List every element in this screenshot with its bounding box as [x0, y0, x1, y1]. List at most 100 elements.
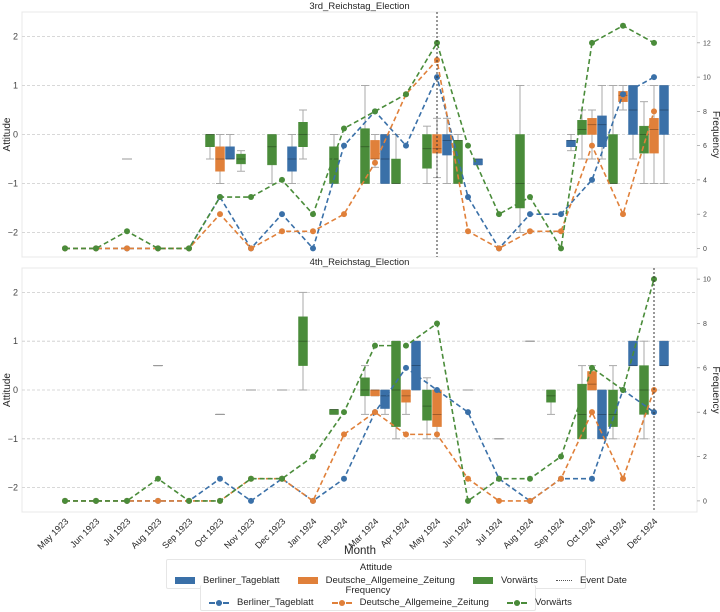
legend-item-berliner-box: Berliner_Tageblatt [175, 575, 280, 586]
box-iqr [608, 389, 618, 427]
frequency-point [372, 159, 378, 166]
box-iqr [329, 146, 339, 184]
frequency-point [589, 176, 595, 183]
frequency-point [124, 497, 130, 504]
box-vorwarts [546, 389, 556, 415]
frequency-point [217, 475, 223, 482]
y-right-tick-label: 6 [703, 365, 707, 372]
box-berliner_tageblatt [380, 389, 390, 415]
frequency-series-vorwarts [62, 22, 657, 252]
box-iqr [587, 118, 597, 135]
box-deutsche_allgemeine_zeitung [649, 85, 659, 184]
box-iqr [566, 140, 576, 148]
frequency-point [434, 39, 440, 46]
frequency-point [589, 409, 595, 416]
frequency-point [434, 387, 440, 393]
frequency-point [310, 211, 316, 218]
box-iqr [298, 122, 308, 147]
subplot-title: 4th_Reichstag_Election [310, 257, 410, 268]
x-tick-label: Nov 1924 [594, 516, 628, 550]
x-tick-label: Jun 1923 [68, 516, 101, 549]
box-iqr [659, 340, 669, 366]
box-iqr [360, 128, 370, 184]
y-right-tick-label: 0 [703, 246, 707, 253]
frequency-point [589, 475, 595, 482]
box-berliner_tageblatt [597, 389, 607, 440]
box-iqr [639, 365, 649, 415]
y-right-tick-label: 10 [703, 277, 711, 284]
box-iqr [391, 158, 401, 184]
box-vorwarts [422, 377, 432, 440]
line-swatch-daz [331, 599, 352, 607]
box-vorwarts [236, 150, 246, 172]
legend-label: Event Date [579, 575, 627, 586]
frequency-point [248, 497, 254, 504]
box-berliner_tageblatt [473, 158, 483, 166]
y-tick-label: 1 [13, 336, 18, 346]
box-iqr [597, 389, 607, 440]
box-iqr [432, 389, 442, 427]
box-iqr [236, 153, 246, 165]
legend-item-berliner-line: Berliner_Tageblatt [209, 597, 314, 608]
box-iqr [401, 389, 411, 403]
frequency-point [620, 91, 626, 98]
box-vorwarts [298, 109, 308, 160]
frequency-point [310, 453, 316, 460]
x-tick-label: Jan 1924 [285, 516, 318, 549]
box-iqr [360, 377, 370, 397]
frequency-point [341, 142, 347, 149]
frequency-point [465, 194, 471, 201]
frequency-line [65, 278, 655, 503]
y-right-tick-label: 6 [703, 143, 707, 150]
frequency-point [465, 475, 471, 482]
x-tick-label: Aug 1923 [129, 516, 163, 550]
y-right-axis-label: Frequency [710, 366, 720, 413]
box-iqr [546, 389, 556, 403]
y-right-tick-label: 10 [703, 75, 711, 82]
box-vorwarts [329, 409, 339, 415]
frequency-point [186, 497, 192, 504]
box-iqr [422, 389, 432, 421]
box-iqr [287, 146, 297, 172]
x-tick-label: Jul 1923 [101, 516, 132, 547]
frequency-point [279, 228, 285, 235]
box-iqr [370, 140, 380, 160]
frequency-point [310, 228, 316, 235]
box-berliner_tageblatt [566, 134, 576, 152]
box-berliner_tageblatt [659, 340, 669, 367]
legend-frequency: Frequency Berliner_Tageblatt Deutsche_Al… [200, 585, 572, 611]
frequency-point [279, 176, 285, 183]
x-tick-label: Sep 1923 [160, 516, 194, 550]
subplot-title: 3rd_Reichstag_Election [309, 1, 409, 12]
box-vorwarts [298, 291, 308, 391]
frequency-point [217, 194, 223, 201]
box-iqr [608, 134, 618, 184]
frequency-point [310, 497, 316, 504]
frequency-point [496, 211, 502, 218]
x-tick-label: Oct 1923 [193, 516, 226, 549]
legend-label: Berliner_Tageblatt [203, 575, 280, 586]
swatch-event-date [555, 580, 572, 581]
frequency-point [651, 39, 657, 46]
y-tick-label: 0 [13, 130, 18, 140]
box-iqr [411, 340, 421, 391]
frequency-point [372, 108, 378, 115]
box-iqr [659, 85, 669, 135]
box-deutsche_allgemeine_zeitung [587, 109, 597, 160]
box-iqr [380, 134, 390, 184]
box-vorwarts [639, 340, 649, 440]
frequency-point [155, 245, 161, 252]
x-tick-label: Oct 1924 [565, 516, 598, 549]
y-right-tick-label: 4 [703, 177, 707, 184]
box-berliner_tageblatt [659, 85, 669, 184]
box-berliner_tageblatt [225, 134, 235, 160]
box-iqr [215, 146, 225, 172]
legend-item-daz-line: Deutsche_Allgemeine_Zeitung [331, 597, 489, 608]
frequency-point [589, 364, 595, 371]
frequency-line [65, 24, 655, 251]
frequency-point [434, 431, 440, 438]
frequency-point [589, 142, 595, 149]
frequency-point [93, 497, 99, 504]
line-swatch-berliner [209, 599, 229, 607]
legend-label: Vorwärts [534, 597, 572, 608]
